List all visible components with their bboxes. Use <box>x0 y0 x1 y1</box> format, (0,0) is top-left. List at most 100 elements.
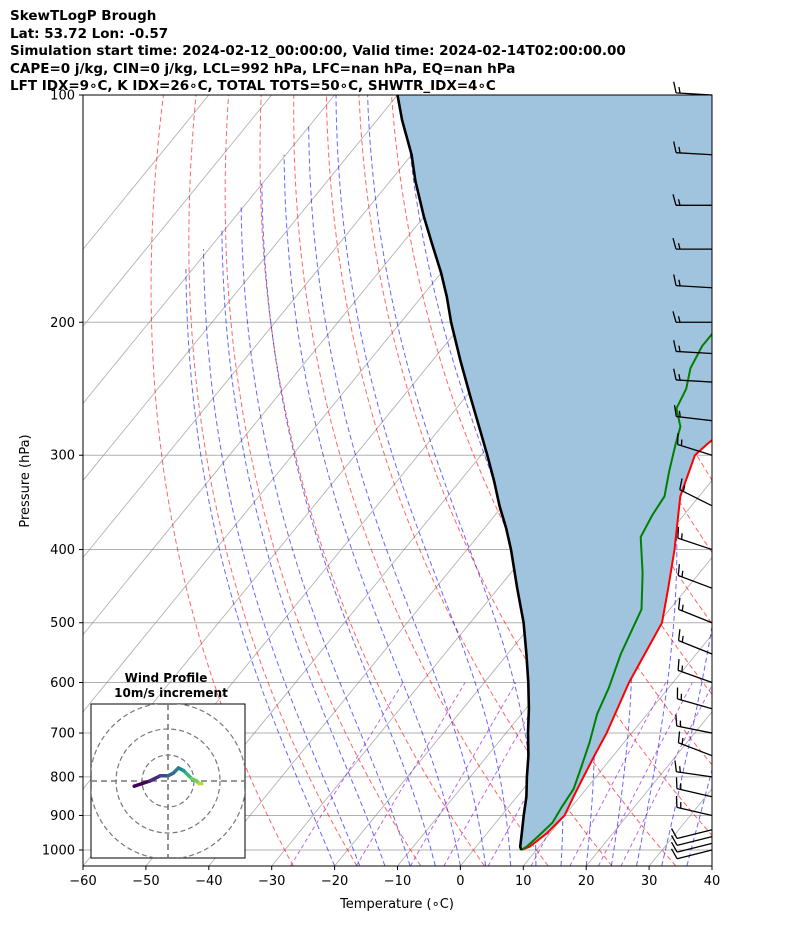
inset-plot <box>91 704 245 858</box>
wind-barb-flag <box>670 841 678 853</box>
dry-adiabat <box>188 95 358 866</box>
chart-header: SkewTLogP Brough Lat: 53.72 Lon: -0.57 S… <box>10 8 626 96</box>
wind-barb-shaft <box>677 443 713 456</box>
wind-barb-flag <box>677 526 680 539</box>
wind-barb-flag <box>672 237 677 250</box>
wind-barb <box>673 274 713 289</box>
wind-barb-flag <box>673 81 677 94</box>
wind-barb-shaft <box>679 489 713 507</box>
wind-barb-shaft <box>678 574 713 589</box>
moist-adiabat <box>185 268 336 866</box>
x-tick-label: 30 <box>641 874 658 889</box>
moist-adiabat <box>335 95 512 866</box>
chart-title: SkewTLogP Brough <box>10 8 157 24</box>
dry-adiabat <box>325 95 613 866</box>
wind-barb <box>673 368 713 383</box>
wind-barb-half-flag <box>678 410 681 418</box>
wind-barb-flag <box>673 141 677 153</box>
wind-barb <box>677 526 713 551</box>
wind-barb <box>675 795 713 817</box>
wind-barb-shaft <box>678 742 713 757</box>
wind-barb-half-flag <box>682 485 686 492</box>
wind-barb-shaft <box>677 537 713 551</box>
wind-barb-half-flag <box>677 199 681 206</box>
wind-barb <box>675 714 713 734</box>
wind-barb <box>670 828 713 840</box>
wind-barb-flag <box>675 714 678 727</box>
stability-indices-line: LFT IDX=9∘C, K IDX=26∘C, TOTAL TOTS=50∘C… <box>10 78 496 94</box>
wind-barb-half-flag <box>677 316 681 323</box>
dry-adiabat <box>224 95 422 866</box>
x-axis-label: Temperature (∘C) <box>339 897 454 912</box>
wind-barb <box>677 731 713 757</box>
shaded-area <box>397 95 712 850</box>
wind-barb-shaft <box>676 806 713 817</box>
y-tick-label: 500 <box>50 616 75 631</box>
x-tick-label: 10 <box>515 874 532 889</box>
wind-barb <box>670 835 713 846</box>
x-tick-label: −20 <box>321 874 348 889</box>
x-tick-label: 40 <box>704 874 721 889</box>
mixing-ratio-line <box>569 682 667 866</box>
wind-barb-flag <box>670 828 678 839</box>
isotherm-line <box>83 95 335 405</box>
y-tick-label: 1000 <box>42 844 75 859</box>
y-tick-label: 400 <box>50 543 75 558</box>
mixing-ratio-line <box>290 682 404 866</box>
wind-barb <box>677 658 713 684</box>
wind-barb-shaft <box>676 787 713 798</box>
moist-adiabat <box>203 249 361 866</box>
shaded-region <box>397 95 712 850</box>
wind-barb <box>674 760 713 778</box>
wind-barb-flag <box>672 311 677 323</box>
wind-barb-half-flag <box>681 737 684 745</box>
wind-barb <box>673 81 713 96</box>
moist-adiabat <box>308 126 487 866</box>
moist-adiabat <box>221 227 386 866</box>
mixing-ratio-line <box>409 682 517 866</box>
wind-barb-shaft <box>676 835 713 846</box>
axes: −60 −50 −40 −30 −20 −10 0 10 20 30 40 100 200 300 400 5… <box>42 89 720 890</box>
wind-barb <box>673 405 713 422</box>
x-tick-label: −40 <box>195 874 222 889</box>
wind-barb-flag <box>677 564 680 576</box>
wind-barb-shaft <box>676 379 713 383</box>
mixing-ratio-line <box>355 682 466 866</box>
wind-barb-half-flag <box>681 604 684 611</box>
x-tick-label: 0 <box>456 874 464 889</box>
moist-adiabat <box>656 95 712 866</box>
wind-barb-half-flag <box>678 345 681 352</box>
wind-barb-shaft <box>676 152 713 156</box>
wind-barb <box>677 629 713 655</box>
wind-barb-shaft <box>676 350 713 355</box>
wind-barb <box>670 848 713 860</box>
mixing-ratio-line <box>620 684 712 866</box>
wind-barb-shaft <box>677 669 713 684</box>
wind-barb-shaft <box>678 608 713 624</box>
wind-barb-flag <box>677 658 680 671</box>
y-tick-label: 700 <box>50 727 75 742</box>
y-tick-label: 300 <box>50 449 75 464</box>
wind-barb-shaft <box>678 640 713 655</box>
wind-profile-inset: Wind Profile 10m/s increment <box>90 671 246 859</box>
wind-barb-shaft <box>676 415 713 422</box>
wind-barb-shaft <box>676 725 713 734</box>
x-tick-label: −50 <box>132 874 159 889</box>
y-tick-label: 200 <box>50 316 75 331</box>
temperature-profile-line <box>520 438 712 851</box>
wind-barb <box>672 311 712 323</box>
wind-barb-half-flag <box>679 766 681 773</box>
dry-adiabat <box>717 95 794 866</box>
wind-barb-shaft <box>676 771 713 778</box>
wind-barbs <box>670 81 713 860</box>
wind-barb-flag <box>670 835 678 846</box>
wind-barb-half-flag <box>681 635 684 643</box>
wind-barb-flag <box>673 405 677 417</box>
dewpoint-profile-line <box>520 332 712 851</box>
wind-barb <box>675 777 713 798</box>
wind-barb-half-flag <box>678 86 681 94</box>
isotherm-line <box>83 95 210 250</box>
wind-barb-flag <box>679 478 683 490</box>
isotherm-line <box>397 479 712 866</box>
dry-adiabat <box>259 95 485 866</box>
